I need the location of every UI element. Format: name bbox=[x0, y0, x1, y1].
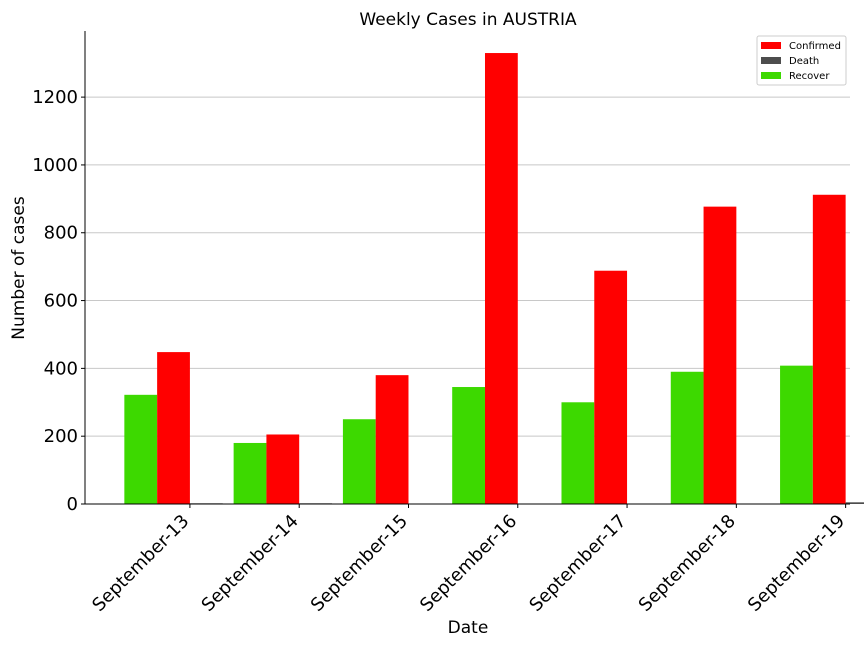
legend-label-death: Death bbox=[789, 56, 819, 67]
legend-label-recover: Recover bbox=[789, 71, 830, 82]
x-tick-label: September-15 bbox=[307, 511, 412, 616]
x-tick-label: September-16 bbox=[416, 511, 521, 616]
x-axis-ticks: September-13 September-14 September-15 Sept… bbox=[88, 504, 849, 616]
y-axis-label: Number of cases bbox=[9, 196, 29, 340]
axes bbox=[84, 31, 850, 505]
x-tick-label: September-14 bbox=[198, 511, 303, 616]
y-tick-label: 0 bbox=[67, 494, 78, 515]
y-tick-label: 800 bbox=[44, 223, 78, 244]
bar-recover bbox=[670, 371, 704, 504]
bar-death bbox=[845, 502, 864, 504]
x-tick-label: September-13 bbox=[88, 511, 193, 616]
bar-recover bbox=[124, 394, 158, 504]
x-axis-label: Date bbox=[448, 618, 489, 638]
bar-confirmed bbox=[484, 53, 518, 504]
bar-recover bbox=[561, 402, 595, 504]
legend-swatch-confirmed bbox=[761, 42, 781, 49]
y-tick-label: 400 bbox=[44, 358, 78, 379]
bar-recover bbox=[780, 365, 813, 504]
bar-recover bbox=[342, 419, 376, 504]
y-tick-label: 1000 bbox=[32, 155, 78, 176]
bar-confirmed bbox=[266, 434, 300, 504]
bar-confirmed bbox=[375, 375, 409, 504]
legend: Confirmed Death Recover bbox=[756, 35, 847, 86]
y-axis-ticks: 0 200 400 600 800 1000 1200 bbox=[32, 87, 85, 515]
bar-confirmed bbox=[812, 194, 846, 504]
x-tick-label: September-19 bbox=[744, 511, 849, 616]
bar-confirmed bbox=[703, 206, 737, 505]
bar-recover bbox=[452, 387, 485, 504]
bar-recover bbox=[233, 442, 267, 504]
bar-confirmed bbox=[594, 270, 628, 504]
legend-swatch-death bbox=[761, 57, 781, 64]
chart-title: Weekly Cases in AUSTRIA bbox=[359, 10, 577, 30]
y-tick-label: 1200 bbox=[32, 87, 78, 108]
bar-confirmed bbox=[157, 352, 190, 504]
x-tick-label: September-17 bbox=[525, 511, 630, 616]
bars bbox=[124, 53, 864, 505]
legend-swatch-recover bbox=[761, 72, 781, 79]
legend-label-confirmed: Confirmed bbox=[789, 41, 841, 52]
y-tick-label: 200 bbox=[44, 426, 78, 447]
y-tick-label: 600 bbox=[44, 291, 78, 312]
x-tick-label: September-18 bbox=[635, 511, 740, 616]
